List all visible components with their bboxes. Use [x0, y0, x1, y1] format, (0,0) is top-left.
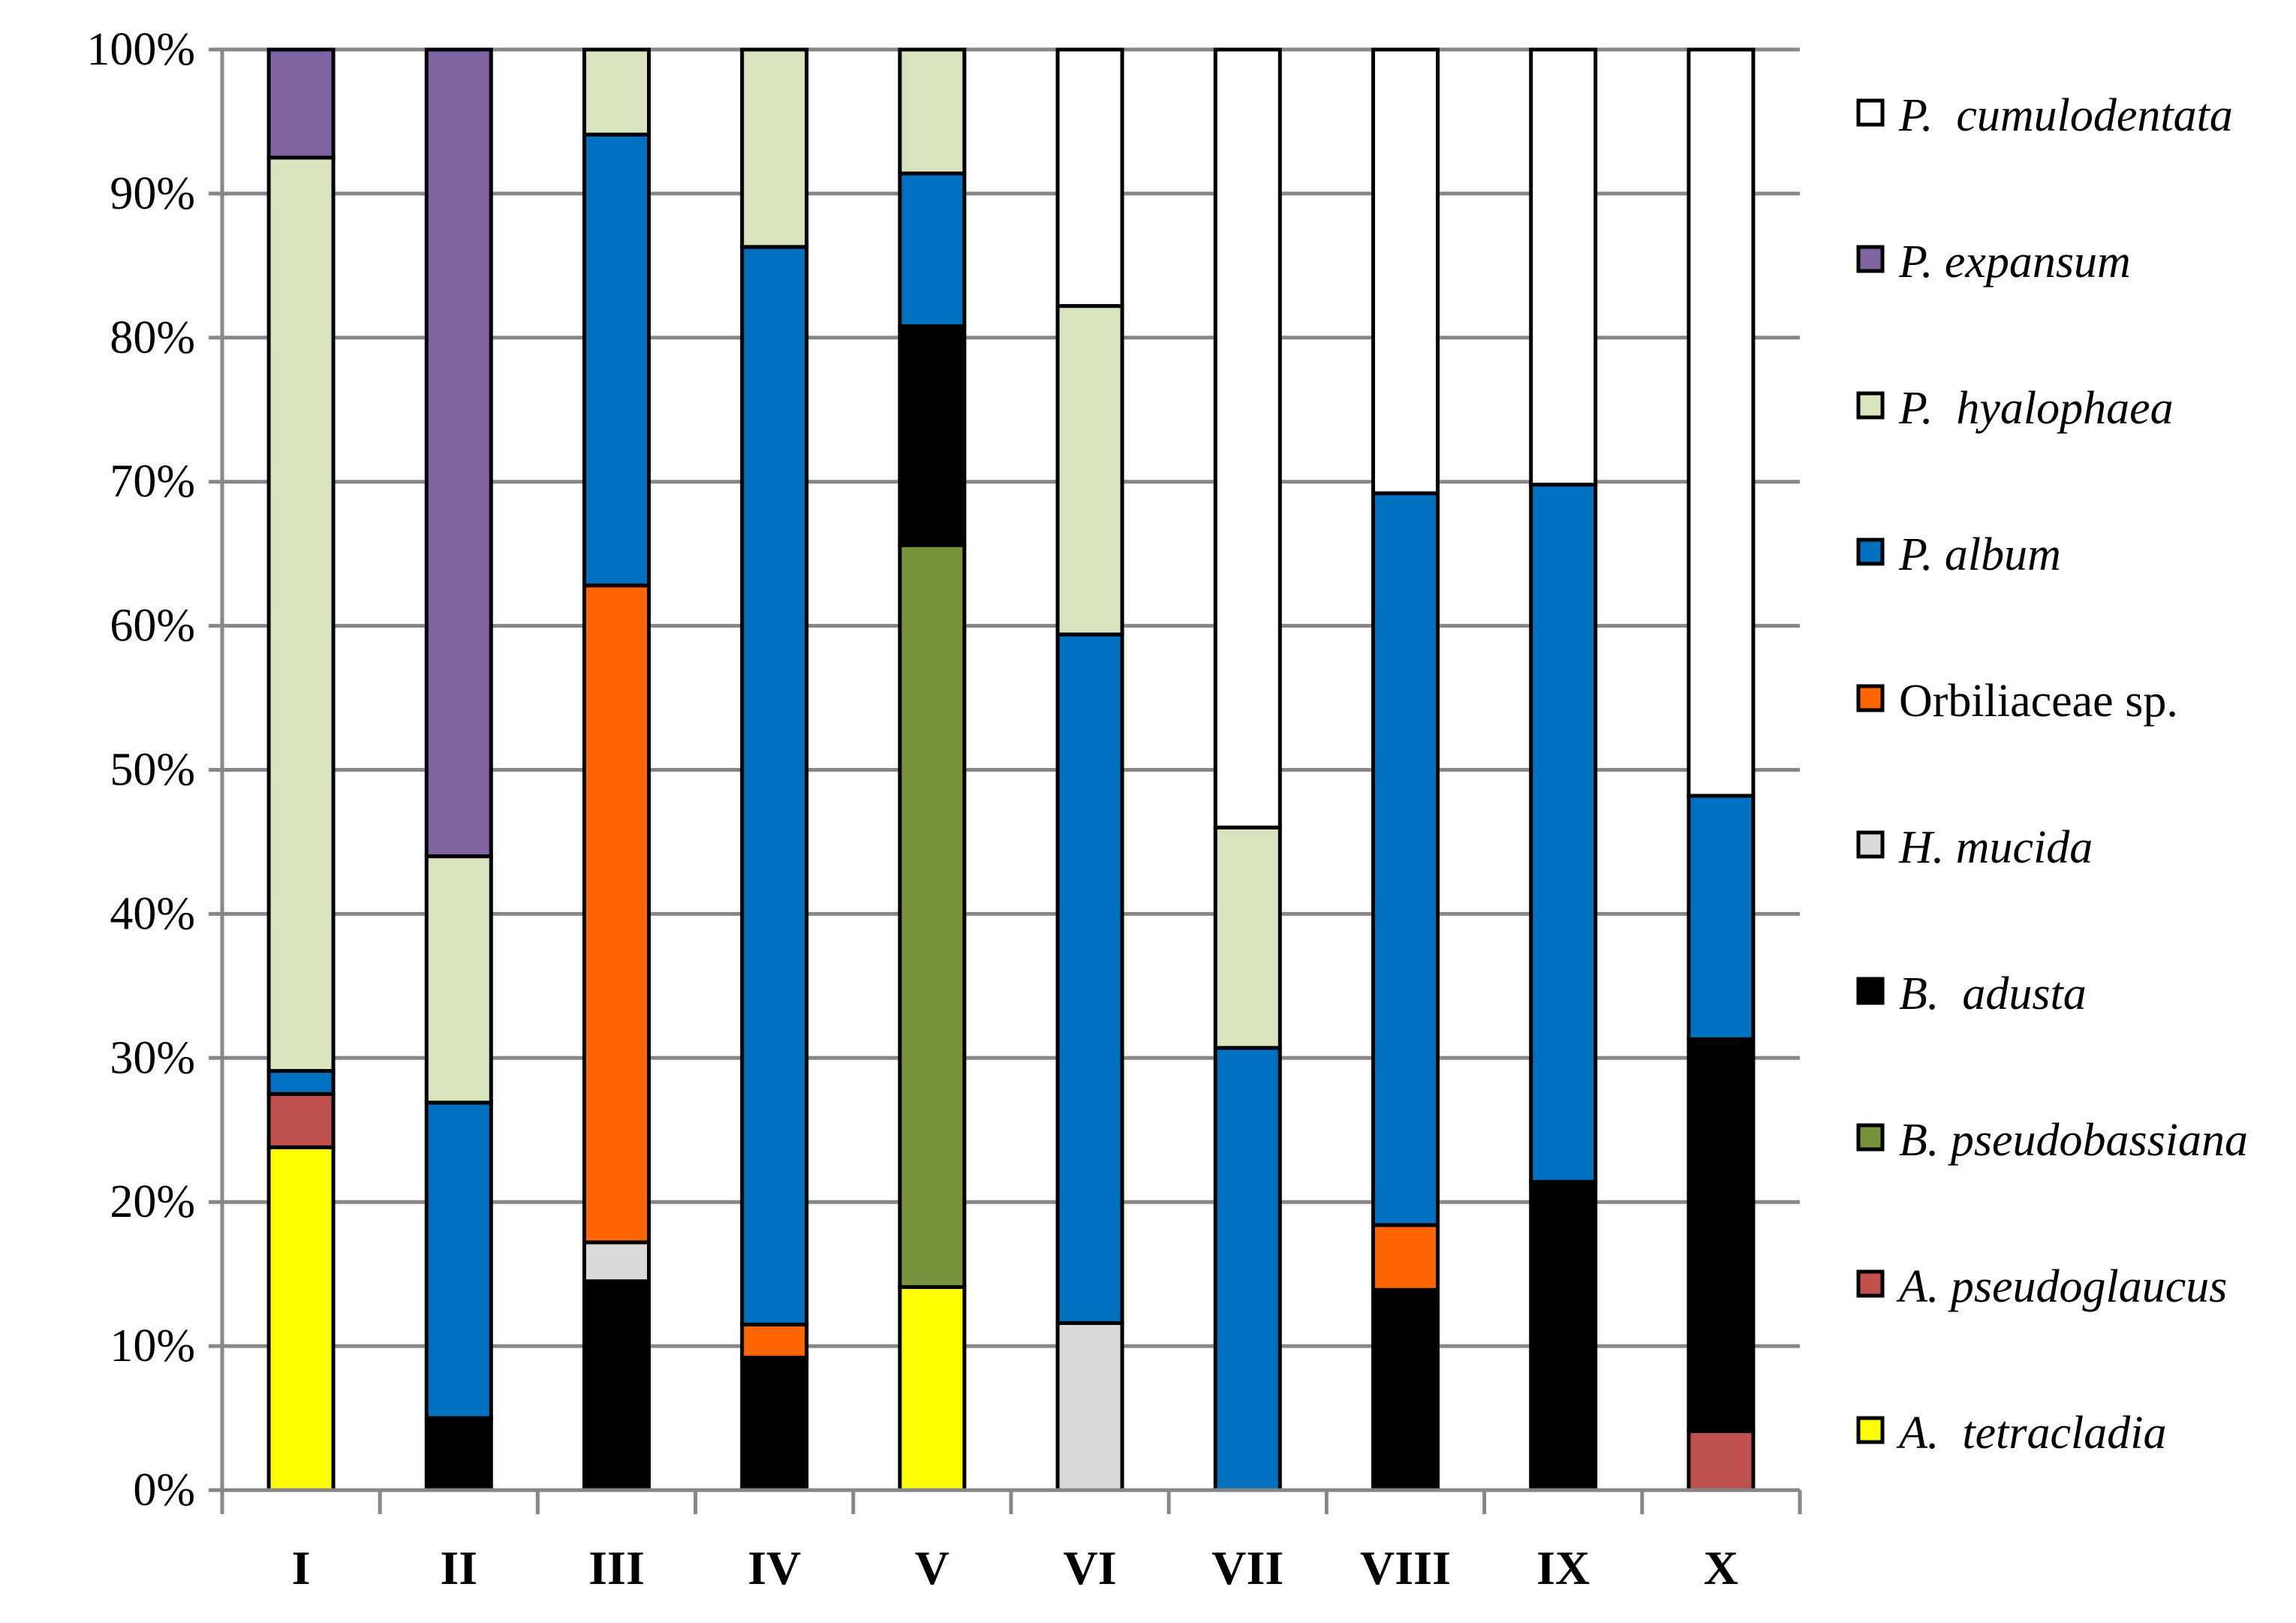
bar-segment [424, 1101, 493, 1420]
legend-swatch [1856, 1123, 1885, 1152]
x-axis-tick-labels: I II III IV V VI VII VIII IX X [292, 1541, 1738, 1594]
y-axis-tick-labels: 0% 10% 20% 30% 40% 50% 60% 70% 80% 90% 100% [86, 24, 195, 1516]
bar-segment [898, 171, 967, 328]
bar-segment [740, 1322, 809, 1360]
legend-item: Orbiliaceae sp. [1856, 676, 2178, 727]
bar-segment [1213, 1046, 1282, 1492]
bar-segment [898, 1284, 967, 1492]
bar-segment [1529, 483, 1598, 1184]
x-tick-label: II [440, 1541, 477, 1594]
bar-segment [1687, 793, 1756, 1041]
legend-swatch [1856, 1416, 1885, 1444]
y-tick-label: 90% [110, 168, 195, 219]
legend-swatch [1856, 830, 1885, 859]
bar-segment [582, 47, 651, 137]
legend-label: A. pseudoglaucus [1896, 1261, 2227, 1312]
y-tick-label: 20% [110, 1176, 195, 1227]
bar-segment [424, 854, 493, 1105]
bar-segment [898, 47, 967, 176]
y-tick-label: 70% [110, 456, 195, 507]
legend-label: B. adusta [1899, 968, 2087, 1019]
legend-label: P. cumulodentata [1898, 90, 2233, 141]
legend-item: B. pseudobassiana [1856, 1115, 2248, 1166]
y-tick-label: 80% [110, 312, 195, 363]
bar-segment [266, 1145, 336, 1492]
legend: P. cumulodentata P. expansum P. hyalophaea… [1856, 90, 2248, 1459]
legend-item: P. album [1856, 529, 2061, 580]
x-tick-label: VI [1064, 1541, 1117, 1594]
legend-swatch [1856, 245, 1885, 273]
x-tick-label: IX [1536, 1541, 1590, 1594]
bar-segment [898, 543, 967, 1289]
bar-segment [1529, 47, 1598, 487]
x-tick-label: VIII [1360, 1541, 1451, 1594]
bar-segment [1371, 1223, 1440, 1292]
x-tick-label: III [588, 1541, 645, 1594]
bars [266, 47, 1756, 1492]
bar-segment [1213, 825, 1282, 1050]
y-tick-label: 10% [110, 1320, 195, 1372]
legend-swatch [1856, 977, 1885, 1005]
bar-segment [1371, 491, 1440, 1227]
legend-swatch [1856, 537, 1885, 566]
legend-item: P. expansum [1856, 236, 2131, 288]
y-tick-label: 0% [133, 1465, 195, 1516]
legend-label: A. tetracladia [1896, 1408, 2166, 1459]
x-tick-label: IV [748, 1541, 801, 1594]
legend-swatch [1856, 684, 1885, 712]
legend-item: A. pseudoglaucus [1856, 1261, 2227, 1312]
legend-item: H. mucida [1856, 822, 2093, 873]
x-tick-label: I [292, 1541, 311, 1594]
bar-segment [740, 245, 809, 1326]
legend-swatch [1856, 391, 1885, 420]
bar-segment [1687, 1429, 1756, 1492]
bar-segment [582, 1240, 651, 1284]
bar-segment [582, 583, 651, 1245]
x-tick-label: X [1704, 1541, 1738, 1594]
bar-segment [424, 1416, 493, 1492]
bar-segment [740, 1355, 809, 1492]
bar-segment [266, 1092, 336, 1149]
legend-swatch [1856, 98, 1885, 127]
y-tick-label: 30% [110, 1032, 195, 1083]
bar-segment [1371, 47, 1440, 495]
legend-swatch [1856, 1269, 1885, 1298]
bar-segment [1371, 1287, 1440, 1492]
x-tick-label: VII [1211, 1541, 1283, 1594]
legend-item: A. tetracladia [1856, 1408, 2166, 1459]
legend-label: B. pseudobassiana [1899, 1115, 2248, 1166]
bar-segment [266, 47, 336, 160]
bar-segment [424, 47, 493, 859]
bar-segment [582, 132, 651, 588]
legend-item: B. adusta [1856, 968, 2087, 1019]
legend-label: H. mucida [1898, 822, 2093, 873]
legend-label: P. hyalophaea [1898, 383, 2174, 434]
bar-segment [1687, 47, 1756, 798]
bar-segment [1529, 1179, 1598, 1492]
legend-label: Orbiliaceae sp. [1899, 676, 2178, 727]
bar-segment [266, 155, 336, 1073]
y-tick-label: 60% [110, 601, 195, 652]
y-tick-label: 40% [110, 888, 195, 939]
bar-segment [1055, 47, 1124, 309]
legend-label: P. expansum [1898, 236, 2131, 288]
bar-segment [1055, 632, 1124, 1325]
bar-segment [898, 324, 967, 547]
bar-segment [1687, 1037, 1756, 1433]
y-tick-label: 50% [110, 745, 195, 796]
bar-segment [582, 1279, 651, 1492]
legend-item: P. cumulodentata [1856, 90, 2233, 141]
axes [220, 50, 1802, 1514]
x-tick-label: V [915, 1541, 949, 1594]
bar-segment [1055, 1320, 1124, 1492]
legend-label: P. album [1898, 529, 2061, 580]
bar-segment [740, 47, 809, 249]
legend-item: P. hyalophaea [1856, 383, 2174, 434]
bar-segment [1055, 304, 1124, 637]
bar-segment [266, 1069, 336, 1096]
bar-segment [1213, 47, 1282, 830]
y-tick-label: 100% [86, 24, 195, 75]
